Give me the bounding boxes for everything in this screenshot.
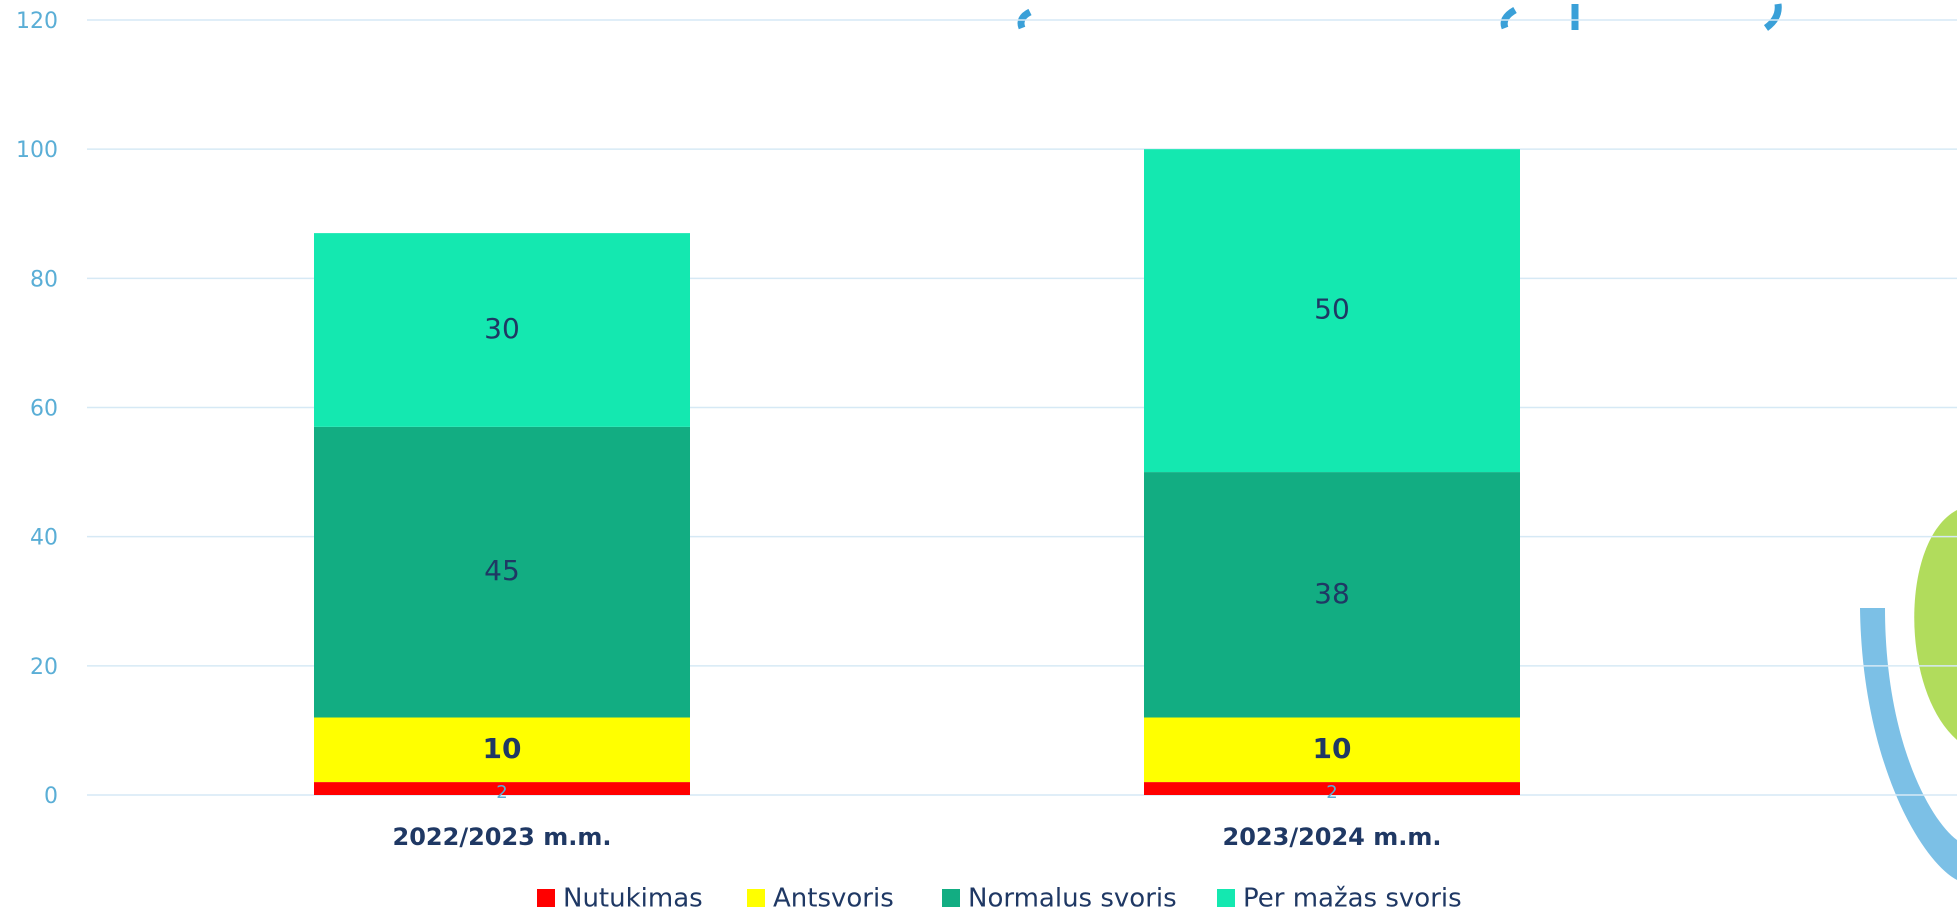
legend-swatch (747, 889, 765, 907)
x-tick-label: 2022/2023 m.m. (393, 823, 612, 851)
value-label: 2 (1326, 782, 1337, 803)
value-label: 30 (484, 312, 520, 345)
y-tick-label: 40 (30, 526, 58, 551)
legend-label: Normalus svoris (968, 884, 1177, 912)
legend-label: Nutukimas (563, 884, 703, 912)
value-label: 38 (1314, 577, 1350, 610)
legend-label: Antsvoris (773, 884, 894, 912)
value-label: 2 (496, 782, 507, 803)
legend-swatch (537, 889, 555, 907)
chart: 0 20 40 60 80 100 120 2 10 45 30 2022/2023 m.m. 2 10 3… (0, 0, 1957, 912)
value-label: 50 (1314, 293, 1350, 326)
legend-label: Per mažas svoris (1243, 884, 1462, 912)
x-tick-label: 2023/2024 m.m. (1223, 823, 1442, 851)
y-tick-label: 60 (30, 397, 58, 422)
decoration (1021, 4, 1778, 30)
y-tick-label: 100 (16, 138, 58, 163)
logo-decoration (1860, 510, 1957, 880)
value-label: 45 (484, 554, 520, 587)
value-label: 10 (1313, 732, 1352, 765)
y-tick-label: 120 (16, 9, 58, 34)
legend: Nutukimas Antsvoris Normalus svoris Per maž… (537, 884, 1462, 912)
legend-swatch (1217, 889, 1235, 907)
value-label: 10 (483, 732, 522, 765)
y-tick-label: 20 (30, 655, 58, 680)
y-tick-label: 80 (30, 267, 58, 292)
legend-swatch (942, 889, 960, 907)
y-tick-label: 0 (44, 784, 58, 809)
